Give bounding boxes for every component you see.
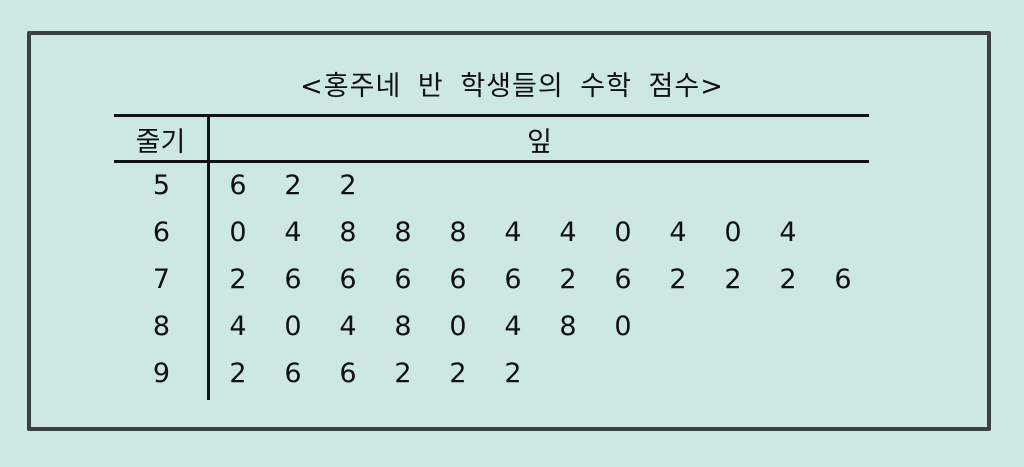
- leaf-value: 6: [229, 170, 247, 201]
- stem-leaf-divider: [207, 114, 210, 400]
- leaf-column-header: 잎: [527, 127, 552, 158]
- stem-value: 6: [152, 217, 171, 248]
- leaf-value: 6: [614, 264, 632, 295]
- leaf-value: 0: [614, 311, 632, 342]
- leaf-value: 4: [504, 311, 522, 342]
- leaf-value: 4: [284, 217, 302, 248]
- stem-value: 9: [152, 358, 171, 389]
- leaf-value: 8: [339, 217, 357, 248]
- leaf-value: 0: [284, 311, 302, 342]
- leaf-value: 2: [669, 264, 687, 295]
- leaf-value: 2: [449, 358, 467, 389]
- leaf-value: 2: [504, 358, 522, 389]
- leaf-value: 4: [669, 217, 687, 248]
- leaf-value: 2: [724, 264, 742, 295]
- leaf-list: 2 6 6 6 6 6 2 6 2 2 2 6: [226, 260, 866, 300]
- leaf-list: 2 6 6 2 2 2: [226, 354, 866, 394]
- leaf-value: 6: [339, 264, 357, 295]
- leaf-value: 6: [449, 264, 467, 295]
- leaf-list: 6 2 2: [226, 166, 866, 206]
- leaf-value: 2: [229, 358, 247, 389]
- leaf-value: 2: [339, 170, 357, 201]
- leaf-value: 8: [394, 217, 412, 248]
- leaf-value: 6: [834, 264, 852, 295]
- leaf-value: 2: [779, 264, 797, 295]
- leaf-value: 4: [504, 217, 522, 248]
- leaf-value: 8: [559, 311, 577, 342]
- leaf-list: 0 4 8 8 8 4 4 0 4 0 4: [226, 213, 866, 253]
- leaf-value: 4: [229, 311, 247, 342]
- leaf-list: 4 0 4 8 0 4 8 0: [226, 307, 866, 347]
- table-top-rule: [114, 114, 869, 117]
- leaf-value: 8: [394, 311, 412, 342]
- stem-value: 5: [152, 170, 171, 201]
- leaf-value: 6: [284, 264, 302, 295]
- stem-value: 7: [152, 264, 171, 295]
- leaf-value: 4: [339, 311, 357, 342]
- leaf-value: 2: [394, 358, 412, 389]
- leaf-value: 0: [229, 217, 247, 248]
- stem-value: 8: [152, 311, 171, 342]
- stem-column-header: 줄기: [135, 127, 186, 158]
- leaf-value: 8: [449, 217, 467, 248]
- leaf-value: 2: [559, 264, 577, 295]
- table-header-rule: [114, 160, 869, 163]
- leaf-value: 4: [779, 217, 797, 248]
- table-frame: [27, 31, 991, 431]
- leaf-value: 6: [504, 264, 522, 295]
- leaf-value: 0: [614, 217, 632, 248]
- leaf-value: 4: [559, 217, 577, 248]
- leaf-value: 2: [229, 264, 247, 295]
- leaf-value: 0: [724, 217, 742, 248]
- leaf-value: 0: [449, 311, 467, 342]
- leaf-value: 6: [284, 358, 302, 389]
- page-title: <홍주네 반 학생들의 수학 점수>: [300, 71, 724, 102]
- leaf-value: 2: [284, 170, 302, 201]
- leaf-value: 6: [339, 358, 357, 389]
- leaf-value: 6: [394, 264, 412, 295]
